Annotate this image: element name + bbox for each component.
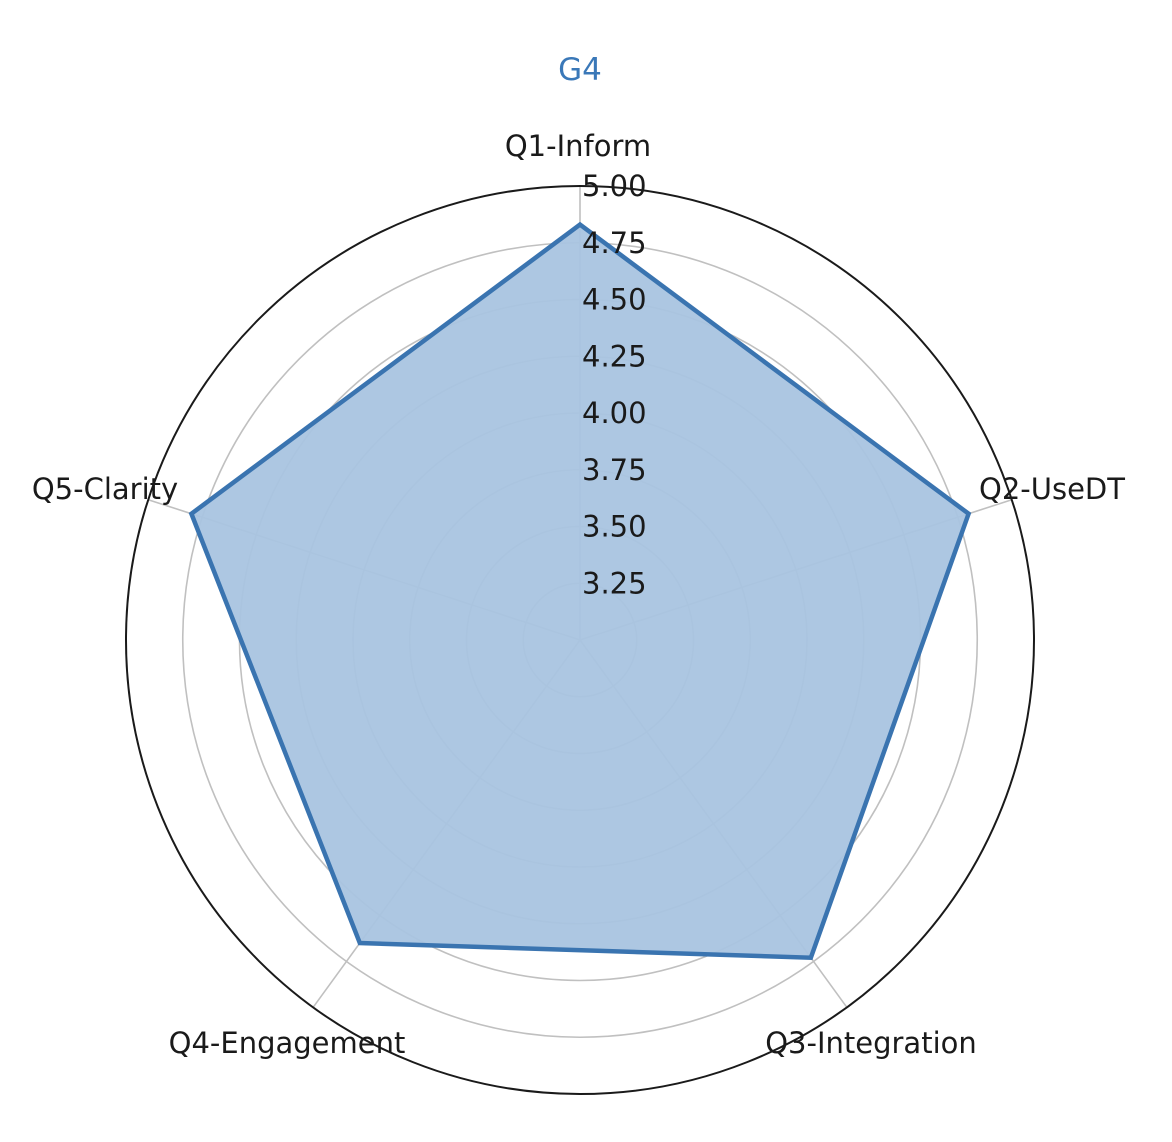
radial-tick-label: 4.00 [582, 396, 647, 430]
chart-title: G4 [558, 52, 602, 88]
axis-label-q1-inform: Q1-Inform [505, 129, 651, 163]
radial-tick-label: 5.00 [582, 169, 647, 203]
radial-tick-label: 3.50 [582, 510, 647, 544]
axis-label-q5-clarity: Q5-Clarity [32, 472, 178, 506]
series-layer [191, 224, 968, 957]
radial-tick-label: 3.75 [582, 453, 647, 487]
radial-tick-label: 4.75 [582, 226, 647, 260]
axis-label-q2-usedt: Q2-UseDT [979, 472, 1125, 506]
radial-tick-label: 3.25 [582, 566, 647, 600]
axis-label-q4-engagement: Q4-Engagement [169, 1026, 406, 1060]
axis-label-q3-integration: Q3-Integration [765, 1026, 977, 1060]
radial-tick-label: 4.25 [582, 339, 647, 373]
radial-tick-label: 4.50 [582, 283, 647, 317]
